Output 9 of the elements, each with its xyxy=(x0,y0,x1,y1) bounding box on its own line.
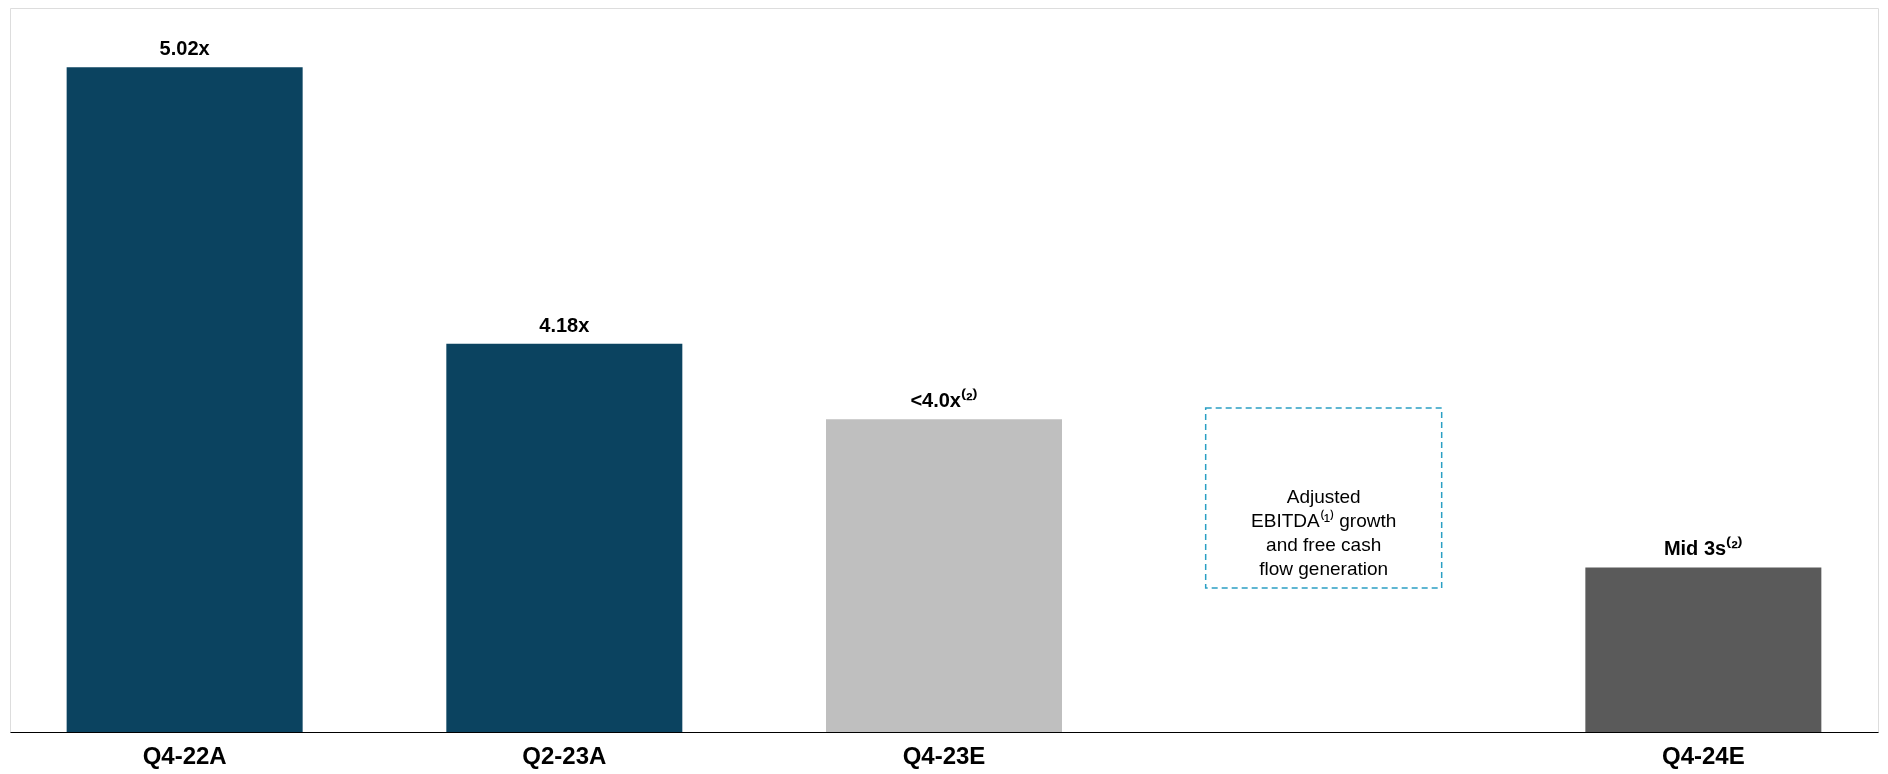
data-label: <4.0x⁽²⁾ xyxy=(910,388,978,412)
x-tick-label: Q4-23E xyxy=(902,741,986,769)
data-label: 4.18x xyxy=(539,313,590,336)
x-tick-label: Q4-22A xyxy=(142,741,227,769)
data-label: 5.02x xyxy=(159,37,210,60)
data-label: Mid 3s⁽²⁾ xyxy=(1663,536,1743,560)
x-tick-label: Q4-24E xyxy=(1661,741,1745,769)
annotation: Adjusted EBITDA⁽¹⁾ growth and free cash flow generation xyxy=(1251,486,1397,579)
x-tick-label: Q2-23A xyxy=(522,741,607,769)
